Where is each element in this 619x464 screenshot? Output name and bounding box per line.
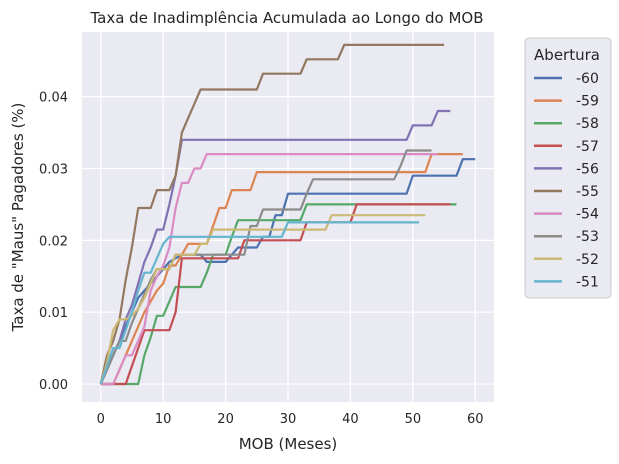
x-tick-label: 20: [217, 412, 234, 427]
series-lines: [99, 43, 476, 386]
legend-label: -55: [576, 184, 599, 200]
y-tick-label: 0.03: [39, 163, 68, 178]
chart-title: Taxa de Inadimplência Acumulada ao Longo…: [89, 9, 483, 27]
series-line-5: [99, 43, 445, 385]
legend-box: [524, 37, 612, 299]
legend-label: -57: [576, 139, 599, 155]
y-tick-label: 0.04: [39, 91, 68, 106]
x-tick-label: 30: [280, 412, 297, 427]
legend-label: -54: [576, 207, 599, 223]
y-axis-ticks: 0.00 0.01 0.02 0.03 0.04: [39, 91, 68, 393]
x-tick-label: 50: [405, 412, 422, 427]
series-line-6: [100, 153, 438, 386]
x-tick-label: 10: [155, 412, 172, 427]
series-line-3: [100, 203, 451, 386]
series-line-4: [99, 109, 451, 385]
legend-label: -53: [576, 229, 599, 245]
legend-title: Abertura: [534, 46, 600, 64]
legend-label: -58: [576, 116, 599, 132]
x-tick-label: 60: [467, 412, 484, 427]
series-line-1: [100, 153, 463, 386]
legend-label: -56: [576, 161, 599, 177]
legend-label: -52: [576, 252, 599, 268]
x-tick-label: 40: [342, 412, 359, 427]
legend-label: -60: [576, 71, 599, 87]
legend-label: -51: [576, 274, 599, 290]
x-tick-label: 0: [97, 412, 105, 427]
y-tick-label: 0.01: [39, 306, 68, 321]
series-line-9: [99, 221, 420, 385]
y-tick-label: 0.02: [39, 234, 68, 249]
x-axis-ticks: 0 10 20 30 40 50 60: [97, 412, 484, 427]
y-axis-label: Taxa de "Maus" Pagadores (%): [9, 103, 27, 333]
legend-label: -59: [576, 94, 599, 110]
y-tick-label: 0.00: [39, 378, 68, 393]
legend: Abertura -60 -59 -58 -57 -56 -55 -54 -53 -52 -51: [524, 37, 612, 299]
x-axis-label: MOB (Meses): [239, 435, 338, 453]
series-line-8: [99, 214, 426, 385]
legend-items: -60 -59 -58 -57 -56 -55 -54 -53 -52 -51: [534, 71, 599, 290]
